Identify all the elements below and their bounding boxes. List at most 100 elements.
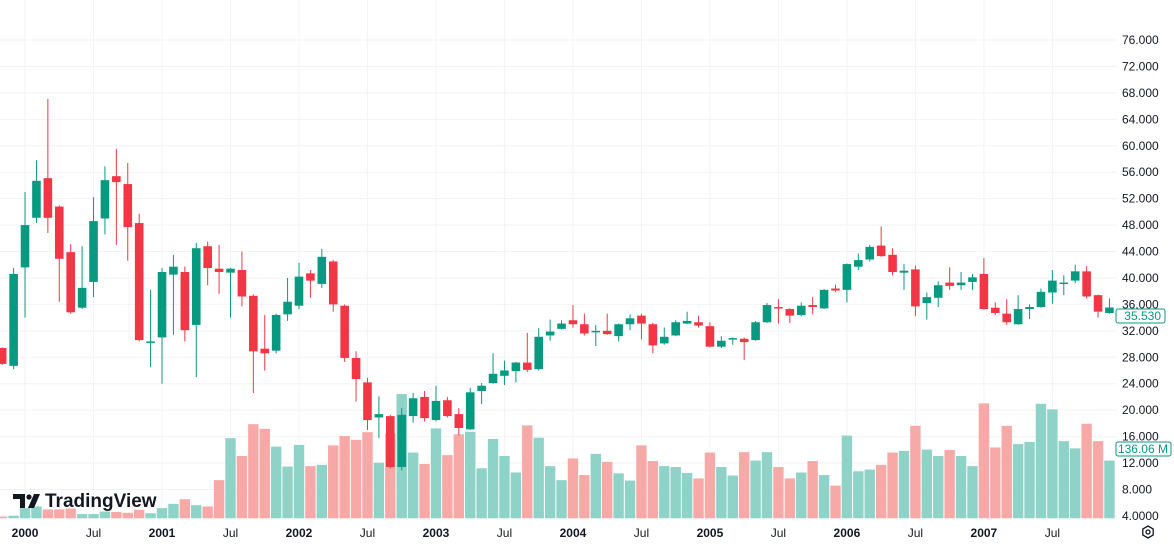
x-tick-label: Jul <box>771 526 786 540</box>
candle-body <box>157 272 167 338</box>
volume-bar <box>624 480 636 519</box>
candle-body <box>751 322 760 341</box>
volume-bar <box>156 508 168 519</box>
y-tick-label: 60.000 <box>1122 139 1159 153</box>
volume-bar <box>225 438 236 519</box>
candle-body <box>865 246 875 260</box>
x-tick-label: 2003 <box>423 526 450 540</box>
volume-bar <box>339 436 350 519</box>
candle-body <box>283 301 292 315</box>
x-tick-label: 2005 <box>697 526 724 540</box>
candle-body <box>1059 282 1069 285</box>
volume-bar <box>818 475 830 519</box>
candle-body <box>796 305 806 315</box>
volume-bar <box>841 435 853 519</box>
volume-bar <box>465 431 476 519</box>
volume-bar <box>42 509 54 519</box>
y-tick-label: 76.000 <box>1122 33 1159 47</box>
volume-bar <box>316 464 328 519</box>
candle-body <box>317 256 327 284</box>
candle-body <box>637 315 646 324</box>
y-tick-label: 16.000 <box>1122 430 1159 444</box>
candle-body <box>420 396 429 419</box>
candle-body <box>443 400 452 417</box>
volume-bar <box>910 425 921 519</box>
candle-body <box>911 269 920 307</box>
x-tick-label: 2007 <box>971 526 998 540</box>
candle-body <box>1036 291 1046 308</box>
volume-bar <box>8 515 19 519</box>
price-axis[interactable]: 76.000 72.000 68.000 64.000 60.000 56.000 52.0… <box>1122 33 1159 523</box>
candle-body <box>659 336 669 344</box>
volume-bar <box>236 455 248 519</box>
logo-text: TradingView <box>45 491 157 512</box>
x-tick-label: Jul <box>908 526 923 540</box>
candle-body <box>899 270 909 273</box>
candle-body <box>876 245 886 257</box>
candle-body <box>511 362 521 372</box>
volume-bar <box>362 432 373 519</box>
candle-body <box>203 246 212 269</box>
volume-bar <box>796 472 807 519</box>
candle-body <box>54 206 64 259</box>
candle-body <box>580 324 589 334</box>
candle-body <box>625 318 635 325</box>
volume-bar <box>659 466 670 519</box>
volume-bar <box>830 485 841 519</box>
volume-bar <box>898 450 910 519</box>
volume-bar <box>933 455 944 519</box>
candle-body <box>785 309 795 316</box>
x-tick-label: 2006 <box>834 526 861 540</box>
volume-bar <box>533 437 544 519</box>
candle-body <box>842 264 852 290</box>
candle-body <box>945 282 954 286</box>
y-tick-label: 36.000 <box>1122 297 1159 311</box>
volume-bar <box>293 444 305 519</box>
candle-body <box>328 261 338 305</box>
candle-body <box>568 320 578 325</box>
candle-body <box>1013 309 1023 325</box>
volume-bar <box>259 428 270 519</box>
volume-bar <box>556 480 567 519</box>
y-tick-label: 72.000 <box>1122 59 1159 73</box>
candle-body <box>591 330 601 333</box>
volume-bar <box>442 455 453 519</box>
candle-body <box>500 370 509 376</box>
candle-body <box>134 223 144 341</box>
candle-body <box>1002 313 1012 323</box>
volume-bar <box>647 461 659 519</box>
volume-bar <box>510 472 522 519</box>
candle-body <box>249 295 258 352</box>
candle-body <box>20 225 30 268</box>
volume-bar <box>145 513 156 519</box>
volume-bar <box>750 460 761 519</box>
y-tick-label: 44.000 <box>1122 245 1159 259</box>
volume-bar <box>716 466 727 519</box>
volume-bar <box>978 403 990 519</box>
candle-body <box>294 276 304 306</box>
candle-body <box>819 289 829 309</box>
y-tick-label: 20.000 <box>1122 403 1159 417</box>
volume-bar <box>350 439 362 519</box>
candle-body <box>112 176 121 183</box>
tradingview-logo-icon <box>13 494 40 508</box>
volume-bar <box>328 445 339 519</box>
candle-body <box>43 178 53 218</box>
candle-body <box>739 338 749 343</box>
candle-body <box>226 268 235 273</box>
candle-body <box>1070 271 1080 281</box>
candle-body <box>89 221 98 282</box>
x-tick-label: Jul <box>1045 526 1060 540</box>
volume-bar <box>807 461 818 519</box>
candle-body <box>363 382 372 421</box>
settings-icon[interactable] <box>1142 525 1154 539</box>
volume-bar <box>373 462 385 519</box>
candle-body <box>214 268 224 273</box>
tradingview-logo[interactable]: TradingView <box>13 491 157 512</box>
candle-body <box>1093 295 1103 312</box>
candle-body <box>888 254 897 273</box>
candle-body <box>545 331 555 336</box>
x-tick-label: Jul <box>86 526 101 540</box>
time-axis[interactable]: 2000 Jul 2001 Jul 2002 Jul 2003 Jul 2004 Jul 2005 J… <box>12 526 1060 540</box>
